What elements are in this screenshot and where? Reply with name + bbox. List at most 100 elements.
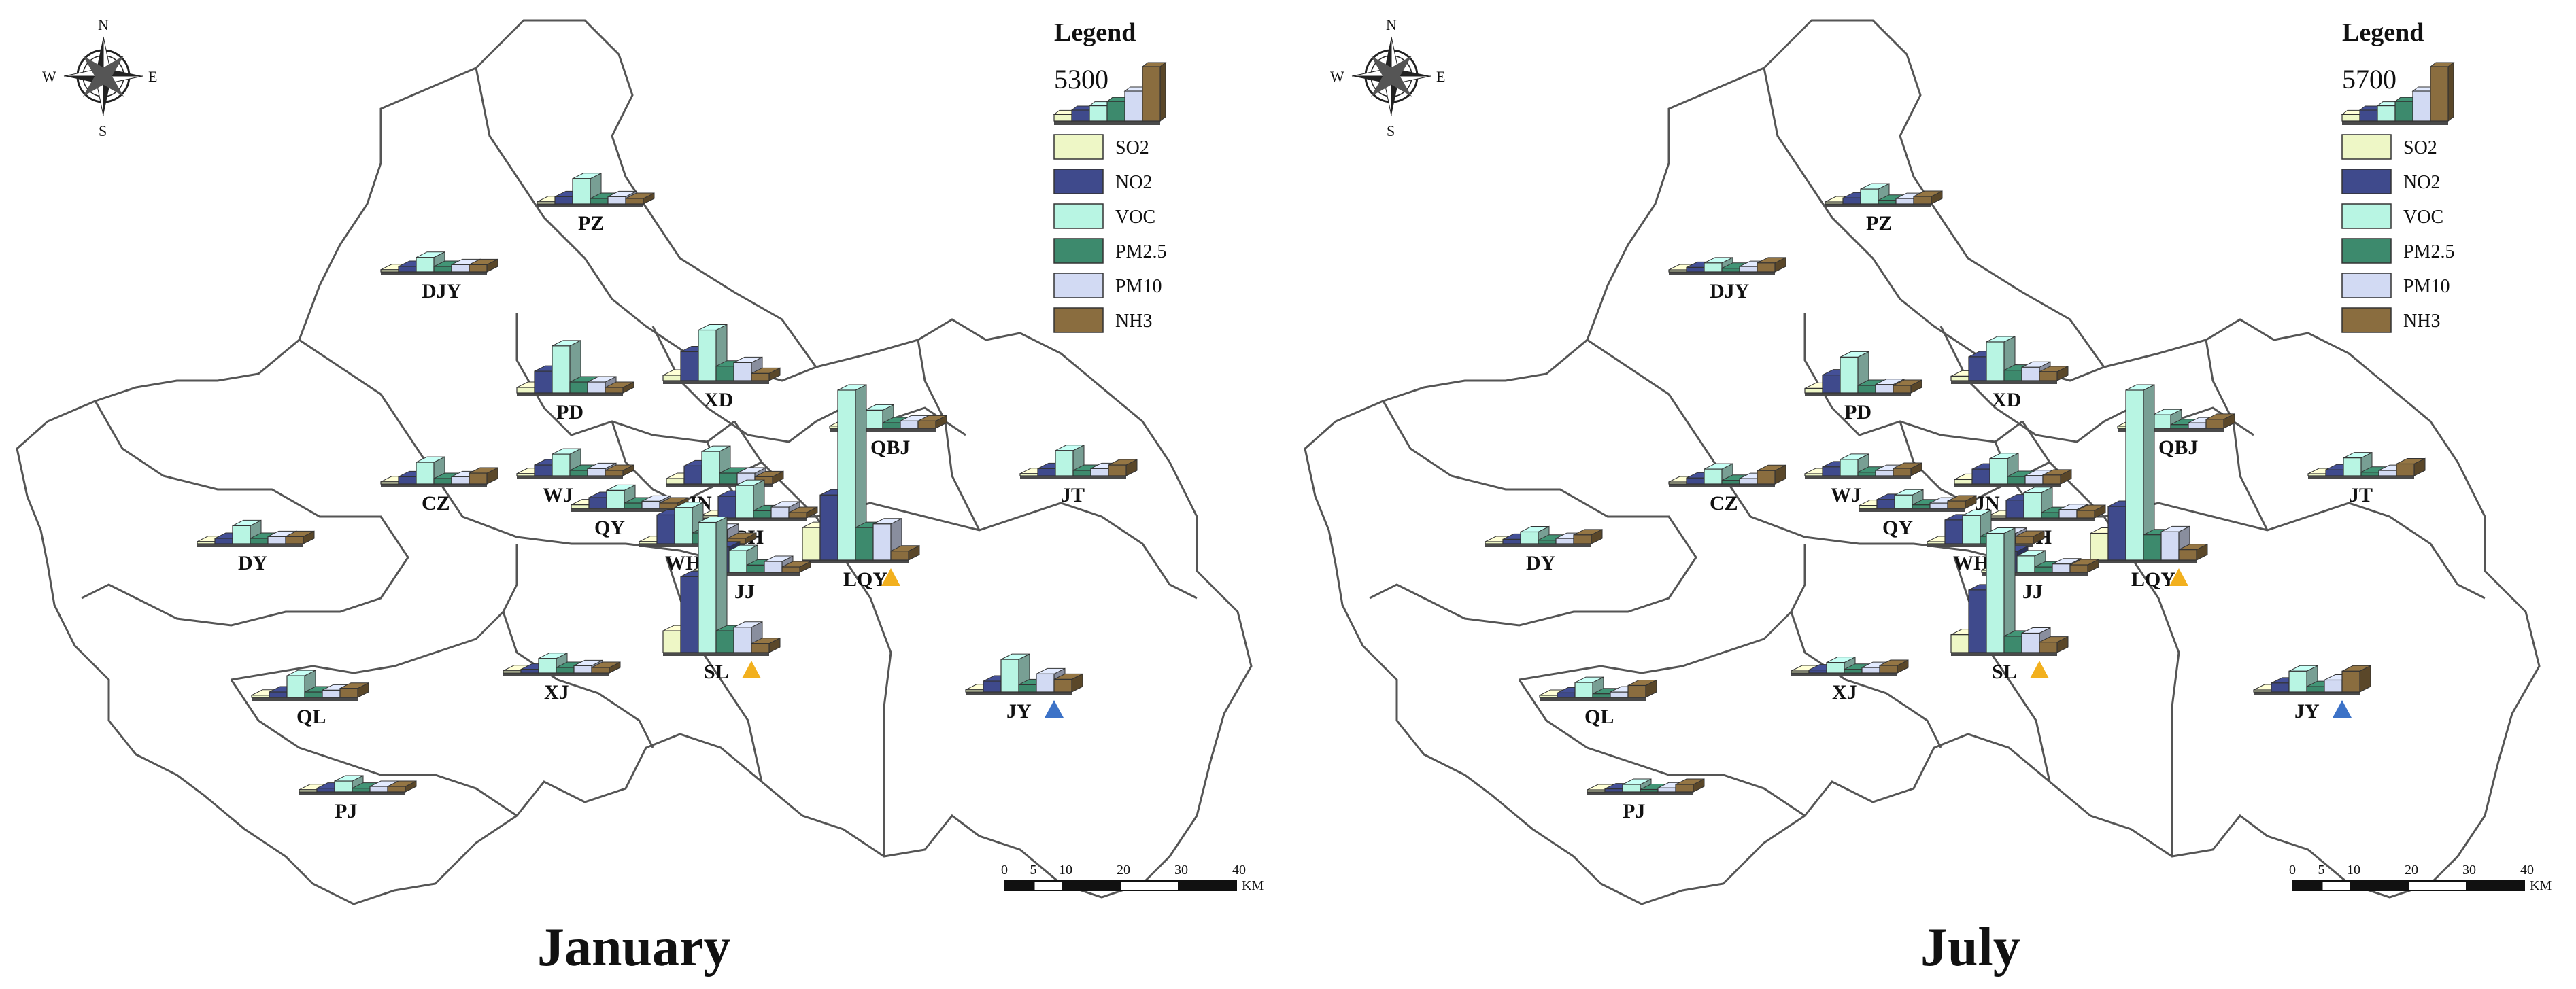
- district-CH-bar-PM2.5: [753, 510, 772, 519]
- district-PJ-bar-SO2: [1587, 789, 1606, 793]
- district-label-WJ: WJ: [543, 484, 573, 506]
- district-QL-bar-PM2.5: [1592, 693, 1611, 698]
- legend-swatch-PM10: [2341, 273, 2392, 298]
- scalebar-tick-label: 30: [1174, 863, 1188, 878]
- blue-triangle-marker-JY: [1045, 700, 1064, 718]
- district-PZ-bar-SO2: [1825, 201, 1844, 205]
- district-label-XD: XD: [704, 389, 733, 411]
- compass-rose-icon: [63, 36, 143, 116]
- district-QBJ-base-edge: [830, 428, 936, 432]
- district-CZ-bar-NO2: [1686, 477, 1705, 485]
- district-XJ-bar-SO2: [503, 670, 522, 674]
- district-JY-bar-PM2.5: [2306, 686, 2325, 693]
- district-QY-bar-PM10: [1929, 502, 1948, 509]
- district-label-DJY: DJY: [422, 280, 462, 302]
- legend-chart-bar-SO2: [1053, 114, 1072, 122]
- district-LQY-bar-SO2: [802, 527, 821, 561]
- district-XD-bar-NO2: [1968, 356, 1987, 381]
- district-DY-bar-SO2: [197, 541, 216, 544]
- scalebar-tick-label: 30: [2462, 863, 2476, 878]
- district-DY-bar-PM10: [1555, 538, 1574, 544]
- scalebar-tick-label: 0: [1001, 863, 1008, 878]
- district-QY-bar-NH3: [659, 502, 678, 509]
- district-WH-bar-NO2: [656, 514, 675, 544]
- district-XJ-bar-VOC: [1826, 662, 1845, 674]
- district-JT-bar-NO2: [2325, 469, 2344, 476]
- district-label-PD: PD: [1844, 401, 1871, 423]
- district-XJ-bar-PM10: [573, 665, 592, 674]
- district-DJY-bar-PM10: [451, 264, 470, 273]
- month-title-jan: January: [537, 918, 731, 977]
- district-PD-bar-VOC: [552, 345, 571, 394]
- legend-label-VOC: VOC: [1115, 207, 1155, 228]
- district-PJ-bar-NH3: [387, 786, 406, 793]
- district-PD-bar-SO2: [1804, 387, 1823, 394]
- district-WJ-bar-PM2.5: [1857, 472, 1876, 476]
- district-QBJ-bar-PM2.5: [882, 422, 901, 429]
- district-PZ-base-edge: [537, 204, 643, 207]
- district-JN-bar-SO2: [1954, 479, 1973, 485]
- district-chart-SL: [662, 516, 781, 656]
- district-label-JY: JY: [2294, 700, 2320, 723]
- scalebar-segment: [1004, 880, 1035, 891]
- legend-label-VOC: VOC: [2403, 207, 2443, 228]
- district-QL-bar-SO2: [1539, 695, 1558, 698]
- district-JY-bar-PM10: [1036, 673, 1055, 693]
- district-SL-bar-VOC: [698, 521, 717, 653]
- scalebar-unit-label: KM: [1242, 878, 1264, 893]
- district-label-LQY: LQY: [2131, 568, 2175, 591]
- district-XD-bar-PM2.5: [715, 366, 734, 381]
- district-chart-PJ: [1587, 778, 1705, 795]
- district-label-XD: XD: [1992, 389, 2021, 411]
- district-PZ-bar-NO2: [554, 196, 573, 205]
- district-label-PJ: PJ: [335, 800, 357, 822]
- district-JJ-bar-PM2.5: [746, 564, 765, 573]
- compass-north-label: N: [98, 16, 109, 33]
- blue-triangle-marker-JY: [2333, 700, 2352, 718]
- district-label-DY: DY: [1526, 552, 1556, 574]
- district-LQY-bar-NH3: [890, 551, 909, 561]
- district-chart-PZ: [537, 172, 655, 207]
- district-SL-base-edge: [1951, 653, 2057, 656]
- district-chart-DJY: [380, 251, 498, 275]
- district-SL-bar-VOC: [1986, 532, 2005, 653]
- district-WJ-bar-SO2: [516, 473, 535, 476]
- district-JT-base-edge: [2308, 476, 2414, 479]
- district-JT-bar-NH3: [2396, 463, 2415, 476]
- district-chart-PZ: [1825, 183, 1943, 207]
- legend-label-PM10: PM10: [2403, 276, 2450, 297]
- district-WH-bar-NO2: [1944, 519, 1963, 544]
- district-label-JT: JT: [1061, 484, 1085, 506]
- district-XD-bar-PM10: [2021, 366, 2040, 381]
- district-CZ-bar-PM10: [451, 476, 470, 485]
- district-LQY-bar-NO2: [819, 494, 838, 561]
- district-DJY-bar-NH3: [1757, 262, 1776, 273]
- district-LQY-bar-VOC: [837, 389, 856, 561]
- district-JN-base-edge: [1954, 484, 2061, 487]
- scalebar-segment: [2292, 880, 2323, 891]
- district-JY-bar-NH3: [2341, 670, 2360, 693]
- district-JY-bar-SO2: [965, 689, 984, 693]
- district-CH-bar-VOC: [735, 485, 754, 519]
- district-WJ-bar-NH3: [1893, 468, 1912, 476]
- district-XD-bar-SO2: [1950, 375, 1969, 381]
- district-JT-base-edge: [1020, 476, 1126, 479]
- district-DJY-bar-NO2: [398, 266, 417, 273]
- district-QL-bar-VOC: [1574, 682, 1593, 698]
- district-LQY-bar-PM2.5: [2143, 534, 2162, 561]
- legend-title: Legend: [1054, 18, 1136, 47]
- scalebar-tick-label: 10: [2347, 863, 2360, 878]
- district-CH-bar-PM10: [770, 506, 790, 519]
- district-WJ-bar-NO2: [534, 464, 553, 476]
- district-chart-XJ: [1791, 656, 1909, 676]
- district-JN-bar-VOC: [701, 451, 720, 485]
- district-chart-DY: [1485, 525, 1603, 547]
- district-PZ-bar-NH3: [625, 198, 644, 205]
- district-chart-XD: [662, 324, 781, 384]
- district-SL-bar-PM2.5: [715, 630, 734, 653]
- district-QBJ-bar-PM10: [2188, 422, 2207, 429]
- district-JN-bar-NO2: [1971, 468, 1990, 485]
- scalebar-segment: [1033, 880, 1064, 891]
- district-SL-bar-PM2.5: [2003, 636, 2022, 653]
- district-PJ-base-edge: [299, 792, 405, 795]
